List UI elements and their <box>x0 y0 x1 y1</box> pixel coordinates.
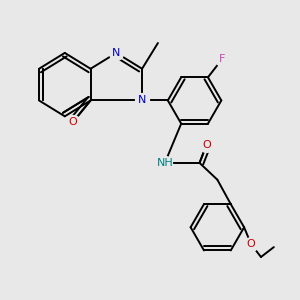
Text: N: N <box>138 95 146 106</box>
Text: O: O <box>202 140 211 150</box>
Text: N: N <box>112 48 121 58</box>
Text: O: O <box>247 239 255 249</box>
Text: O: O <box>68 117 77 127</box>
Text: NH: NH <box>157 158 173 168</box>
Text: F: F <box>219 55 225 64</box>
